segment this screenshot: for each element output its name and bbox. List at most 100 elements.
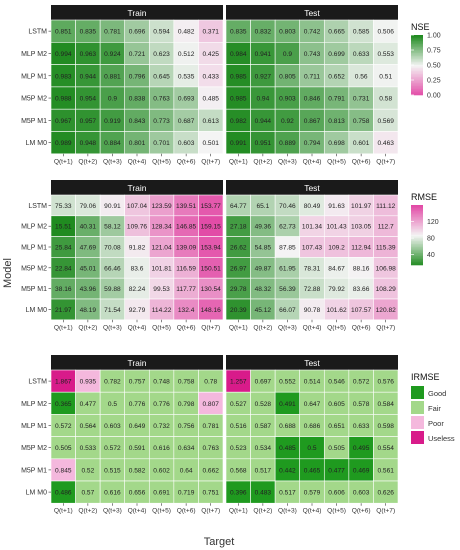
legend-colorbar-segment [411,90,423,93]
legend-label: Good [428,389,446,398]
cell-value-label: 0.994 [55,51,72,58]
facet-strip-train [51,180,223,195]
cell-value-label: 0.616 [153,445,170,452]
cell-value-label: 0.516 [230,423,247,430]
cell-value-label: 0.699 [328,51,345,58]
cell-value-label: 0.656 [129,490,146,497]
cell-value-label: 84.67 [328,265,345,272]
cell-value-label: 0.523 [230,445,247,452]
y-tick-label: MLP M1 [21,245,47,252]
cell-value-label: 20.39 [230,307,247,314]
cell-value-label: 0.941 [255,51,272,58]
cell-value-label: 47.69 [80,245,97,252]
cell-value-label: 0.693 [178,96,195,103]
cell-value-label: 83.6 [131,265,144,272]
x-tick-label: Q(t+6) [352,508,371,515]
legend-colorbar-segment [411,42,423,45]
x-tick-label: Q(t+2) [78,158,97,165]
cell-value-label: 0.623 [153,51,170,58]
cell-value-label: 0.512 [178,51,195,58]
legend-colorbar-segment [411,65,423,67]
cell-value-label: 0.867 [304,118,321,125]
legend-colorbar-segment [411,75,423,78]
cell-value-label: 64.77 [230,203,247,210]
x-tick-label: Q(t+7) [376,324,395,331]
x-tick-label: Q(t+4) [128,324,147,331]
x-tick-label: Q(t+2) [78,324,97,331]
x-tick-label: Q(t+5) [152,508,171,515]
legend-key-poor [411,416,424,429]
cell-value-label: 90.78 [304,307,321,314]
cell-value-label: 0.944 [255,118,272,125]
cell-value-label: 0.645 [153,73,170,80]
cell-value-label: 0.9 [108,96,117,103]
cell-value-label: 56.39 [279,286,296,293]
cell-value-label: 0.603 [104,423,121,430]
cell-value-label: 0.935 [80,379,97,386]
cell-value-label: 153.94 [201,245,222,252]
cell-value-label: 0.485 [202,96,219,103]
cell-value-label: 0.533 [80,445,97,452]
x-tick-label: Q(t+5) [327,324,346,331]
cell-value-label: 0.881 [104,73,121,80]
legend-colorbar-segment [411,44,423,46]
cell-value-label: 0.989 [55,140,72,147]
legend-colorbar-segment [411,215,423,218]
cell-value-label: 0.626 [377,490,394,497]
legend-colorbar-segment [411,214,423,216]
cell-value-label: 70.08 [104,245,121,252]
cell-value-label: 78.31 [304,265,321,272]
cell-value-label: 139.51 [176,203,197,210]
x-tick-label: Q(t+1) [54,508,73,515]
cell-value-label: 0.477 [328,467,345,474]
cell-value-label: 108.29 [376,286,397,293]
cell-value-label: 0.425 [202,51,219,58]
cell-value-label: 0.801 [129,140,146,147]
cell-value-label: 0.851 [55,29,72,36]
legend-colorbar-segment [411,80,423,82]
cell-value-label: 49.87 [255,265,272,272]
cell-value-label: 26.62 [230,245,247,252]
cell-value-label: 0.798 [178,401,195,408]
cell-value-label: 0.649 [129,423,146,430]
heatmap-nse: Train 0.851 0.835 0.781 0.696 0.594 0.482 0.371… [21,5,441,165]
cell-value-label: 128.34 [151,224,172,231]
cell-value-label: 0.758 [178,379,195,386]
facet-label-test: Test [304,183,320,193]
cell-value-label: 0.927 [255,73,272,80]
cell-value-label: 109.76 [127,224,148,231]
cell-value-label: 0.572 [55,423,72,430]
facet-strip-test [226,5,398,20]
cell-value-label: 0.602 [153,467,170,474]
cell-value-label: 101.62 [326,307,347,314]
legend-colorbar-segment [411,78,423,81]
x-tick-label: Q(t+4) [303,324,322,331]
x-tick-label: Q(t+2) [253,508,272,515]
legend-colorbar-segment [411,59,423,61]
legend-colorbar-segment [411,50,423,52]
y-tick-label: M5P M2 [21,265,47,272]
cell-value-label: 0.582 [129,467,146,474]
x-tick-label: Q(t+7) [201,508,220,515]
cell-value-label: 71.54 [104,307,121,314]
cell-value-label: 153.77 [201,203,222,210]
y-tick-label: MLP M2 [21,401,47,408]
legend-colorbar-segment [411,69,423,72]
cell-value-label: 115.39 [376,245,396,252]
cell-value-label: 0.594 [153,29,170,36]
facet-label-test: Test [304,8,320,18]
cell-value-label: 0.794 [304,140,321,147]
cell-value-label: 0.773 [153,118,170,125]
cell-value-label: 0.463 [377,140,394,147]
cell-value-label: 0.781 [104,29,121,36]
cell-value-label: 22.84 [55,265,72,272]
cell-value-label: 130.54 [201,286,222,293]
cell-value-label: 38.16 [55,286,72,293]
cell-value-label: 66.46 [104,265,121,272]
legend-colorbar-segment [411,63,423,66]
cell-value-label: 0.691 [153,490,170,497]
cell-value-label: 43.96 [80,286,97,293]
cell-value-label: 0.433 [202,73,219,80]
x-tick-label: Q(t+7) [201,158,220,165]
legend-colorbar-segment [411,71,423,73]
